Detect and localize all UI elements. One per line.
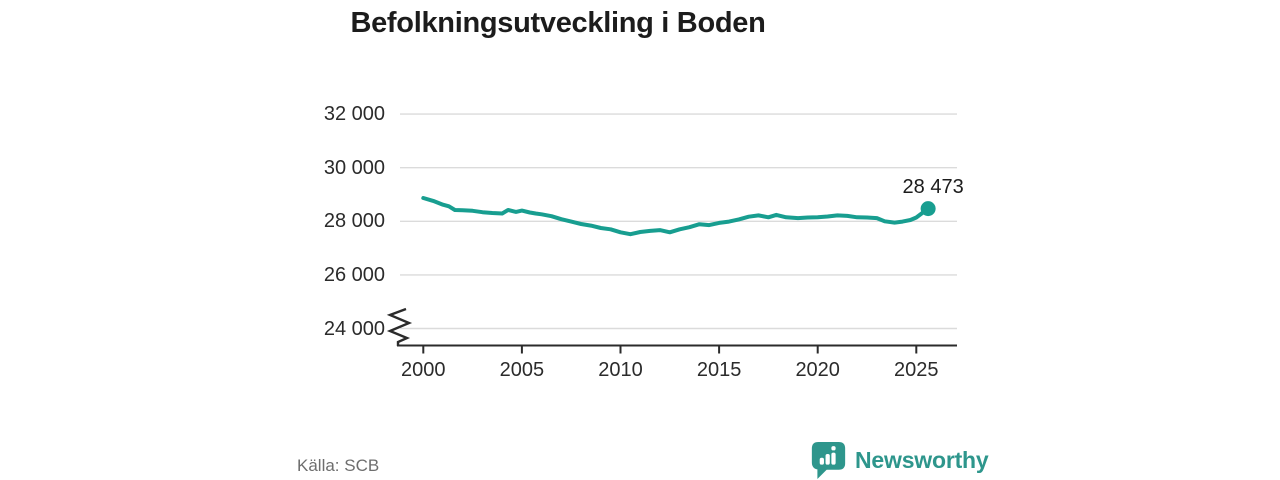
source-note: Källa: SCB xyxy=(297,456,380,475)
x-tick-label: 2020 xyxy=(795,359,840,381)
x-tick-label: 2000 xyxy=(401,359,446,381)
gridlines xyxy=(400,113,957,330)
axis-break-icon xyxy=(386,307,413,346)
y-tick-label: 30 000 xyxy=(323,156,385,179)
chart-title: Befolkningsutveckling i Boden xyxy=(350,7,766,39)
y-tick-label: 32 000 xyxy=(323,103,385,126)
x-tick-label: 2005 xyxy=(499,359,545,381)
newsworthy-wordmark: Newsworthy xyxy=(855,447,989,473)
end-value-label: 28 473 xyxy=(902,175,964,198)
y-tick-label: 28 000 xyxy=(323,210,385,233)
newsworthy-logo: Newsworthy xyxy=(810,440,989,480)
x-tick-label: 2015 xyxy=(696,359,742,381)
x-tick-label: 2025 xyxy=(894,359,939,381)
population-line-series xyxy=(421,196,936,237)
y-tick-label: 26 000 xyxy=(323,263,385,286)
population-line xyxy=(421,196,931,237)
newsworthy-bubble-chart-icon xyxy=(811,442,846,479)
axis-break-zigzag xyxy=(386,307,413,346)
x-tick-label: 2010 xyxy=(598,359,643,381)
y-tick-label: 24 000 xyxy=(323,317,385,340)
x-axis xyxy=(397,344,957,354)
end-point-marker xyxy=(920,201,936,217)
